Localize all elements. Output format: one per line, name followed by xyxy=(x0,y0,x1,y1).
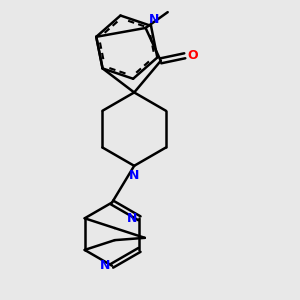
Text: O: O xyxy=(187,49,198,62)
Text: N: N xyxy=(127,212,137,225)
Text: N: N xyxy=(149,13,159,26)
Text: N: N xyxy=(100,259,110,272)
Text: N: N xyxy=(129,169,140,182)
